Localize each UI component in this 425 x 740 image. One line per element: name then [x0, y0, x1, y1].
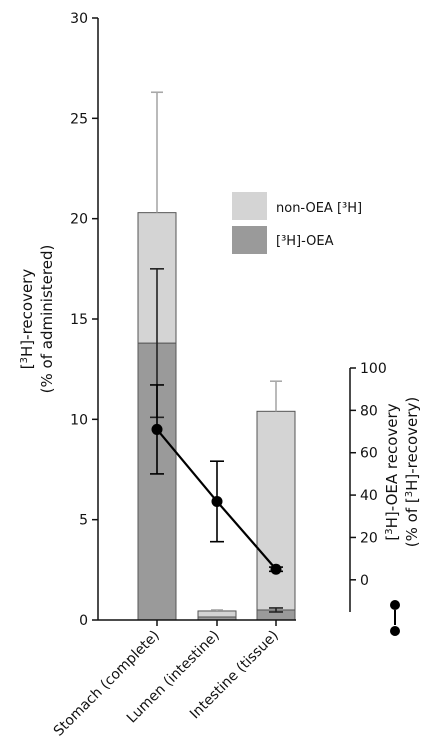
error-bar-total-stomach-complete	[151, 91, 163, 213]
line-point-intestine-tissue	[270, 563, 282, 575]
legend-label-non-oea: non-OEA [³H]	[276, 201, 362, 216]
y-right-tick-label-20: 20	[360, 530, 378, 546]
y-right-series-key	[390, 600, 400, 636]
y-right-tick-label-80: 80	[360, 403, 378, 419]
error-bar-total-lumen-intestine	[211, 609, 223, 611]
y-right-tick-label-60: 60	[360, 446, 378, 462]
y-left-tick-label-5: 5	[79, 513, 88, 529]
legend-label-oea: [³H]-OEA	[276, 234, 334, 249]
y-left-tick-label-30: 30	[70, 11, 88, 27]
y-right-title-line1-part: 3	[384, 528, 395, 534]
y-right-title-line2: (% of [3H]-recovery)	[403, 397, 421, 547]
y-right-title-line1-part: [	[383, 535, 401, 541]
bars-layer	[137, 212, 296, 621]
y-right-title-line1-part: H]-OEA recovery	[383, 403, 401, 528]
y-left-title-line2-part: (% of administered)	[38, 245, 56, 394]
y-left-title-line1-part: [	[18, 363, 36, 369]
y-left-title-line1-part: 3	[19, 357, 30, 363]
line-series-layer	[150, 384, 283, 575]
y-left-tick-label-20: 20	[70, 212, 88, 228]
y-right-title-line2-part: 3	[404, 491, 415, 497]
y-right-title-line2-part: (% of [	[403, 497, 421, 547]
axes-layer: 0 5 10 15 20 25 30 0 20 40 60 80 100	[70, 11, 387, 629]
legend-swatch-non-oea	[232, 192, 267, 220]
y-right-key-point-bottom	[390, 626, 400, 636]
y-left-tick-label-15: 15	[70, 312, 88, 328]
bar-non-oea-intestine-tissue	[256, 410, 296, 611]
y-right-tick-label-40: 40	[360, 488, 378, 504]
y-left-title-line2: (% of administered)	[38, 245, 56, 394]
x-tick-label-stomach-complete: Stomach (complete)	[51, 628, 163, 740]
y-right-title-line2-part: H]-recovery)	[403, 397, 421, 491]
y-left-tick-label-0: 0	[79, 613, 88, 629]
y-right-tick-label-100: 100	[360, 361, 387, 377]
y-left-title-line1-part: H]-recovery	[18, 269, 36, 357]
y-right-key-point-top	[390, 600, 400, 610]
legend: non-OEA [³H] [³H]-OEA	[232, 192, 362, 254]
error-bar-oea-intestine-tissue	[269, 607, 283, 613]
y-left-tick-label-10: 10	[70, 412, 88, 428]
line-point-stomach-complete	[151, 423, 163, 435]
y-right-tick-label-0: 0	[360, 573, 369, 589]
line-point-lumen-intestine	[211, 495, 223, 507]
y-left-tick-label-25: 25	[70, 111, 88, 127]
y-right-title-line1: [3H]-OEA recovery	[383, 403, 401, 540]
y-left-title-line1: [3H]-recovery	[18, 269, 36, 370]
bar-non-oea-lumen-intestine	[197, 610, 237, 618]
legend-swatch-oea	[232, 226, 267, 254]
error-bar-total-intestine-tissue	[270, 380, 282, 412]
